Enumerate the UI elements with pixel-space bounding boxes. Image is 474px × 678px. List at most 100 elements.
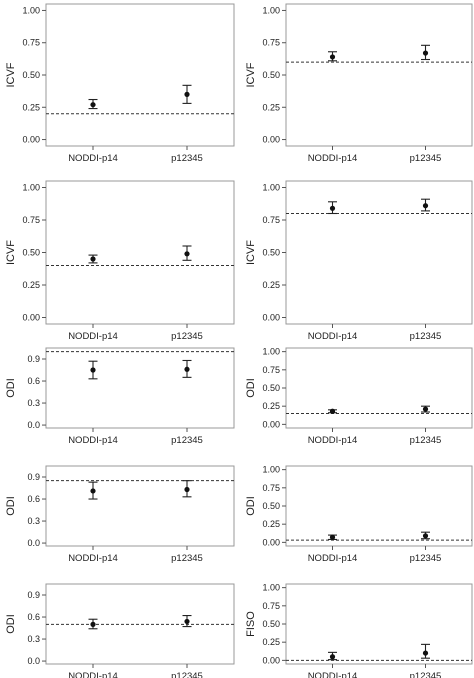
x-tick-label: p12345 [410,553,442,564]
plot-frame [45,347,235,429]
x-tick-label: NODDI-p14 [68,671,118,678]
y-tick-label: 0.75 [22,38,40,48]
mean-point [90,621,96,627]
x-tick-label: NODDI-p14 [308,553,358,564]
y-tick-label: 0.50 [262,248,280,258]
plot-frame [45,180,235,325]
chart-panel: 0.00 0.25 0.50 0.75 1.00 ODI NODDI-p14 p12345 [245,347,473,446]
chart-panel: 0.00 0.25 0.50 0.75 1.00 FISO NODDI-p14 p12345 [245,583,473,678]
y-tick-label: 1.00 [262,465,280,475]
x-tick-label: NODDI-p14 [308,331,358,342]
y-tick-label: 0.25 [22,102,40,112]
x-tick-label: p12345 [171,671,203,678]
x-tick-label: NODDI-p14 [308,671,358,678]
y-axis-label: ICVF [5,62,17,87]
mean-point [90,102,96,108]
mean-point [422,650,429,656]
plot-frame [285,583,473,665]
y-axis-label: FISO [245,611,257,637]
x-tick-label: NODDI-p14 [308,153,358,164]
y-tick-label: 0.25 [262,401,280,411]
y-tick-label: 0.9 [27,590,40,600]
y-tick-label: 1.00 [22,183,40,193]
x-tick-label: NODDI-p14 [68,435,118,446]
y-tick-label: 1.00 [262,5,280,15]
plot-frame [45,583,235,665]
mean-point [329,654,336,660]
x-tick-label: NODDI-p14 [68,153,118,164]
mean-point [90,256,96,262]
y-tick-label: 1.00 [262,183,280,193]
x-tick-label: NODDI-p14 [68,553,118,564]
chart-panel: 0.00 0.25 0.50 0.75 1.00 ICVF NODDI-p14 p12345 [5,3,235,164]
y-tick-label: 0.00 [22,135,40,145]
mean-point [329,54,336,60]
y-tick-label: 1.00 [262,583,280,593]
y-tick-label: 0.25 [262,519,280,529]
y-tick-label: 0.3 [27,516,40,526]
plot-frame [285,465,473,547]
mean-point [422,50,429,56]
y-tick-label: 0.75 [262,215,280,225]
chart-panel: 0.0 0.3 0.6 0.9 ODI NODDI-p14 p12345 [5,465,235,564]
x-tick-label: p12345 [410,331,442,342]
mean-point [184,618,190,625]
mean-point [329,408,336,414]
y-tick-label: 1.00 [262,347,280,357]
mean-point [90,367,96,373]
x-tick-label: p12345 [171,553,203,564]
y-tick-label: 0.50 [262,501,280,511]
mean-point [422,203,429,209]
y-axis-label: ODI [5,614,17,634]
y-tick-label: 0.25 [262,102,280,112]
chart-panel: 0.00 0.25 0.50 0.75 1.00 ICVF NODDI-p14 p12345 [245,3,473,164]
y-tick-label: 0.75 [262,483,280,493]
y-tick-label: 0.0 [27,420,40,430]
y-tick-label: 0.75 [262,601,280,611]
chart-panel: 0.0 0.3 0.6 0.9 ODI NODDI-p14 p12345 [5,347,235,446]
y-tick-label: 0.0 [27,538,40,548]
y-tick-label: 0.50 [262,70,280,80]
y-axis-label: ODI [5,496,17,516]
y-tick-label: 0.50 [22,70,40,80]
y-tick-label: 0.6 [27,494,40,504]
y-tick-label: 0.75 [22,215,40,225]
mean-point [329,534,336,540]
mean-point [184,251,190,257]
mean-point [422,406,429,412]
mean-point [184,366,190,372]
y-tick-label: 0.50 [262,619,280,629]
y-axis-label: ICVF [245,240,257,265]
mean-point [184,486,190,493]
y-tick-label: 0.50 [22,248,40,258]
x-tick-label: NODDI-p14 [68,331,118,342]
plot-frame [285,180,473,325]
y-tick-label: 0.3 [27,634,40,644]
y-tick-label: 0.25 [22,280,40,290]
y-tick-label: 0.25 [262,280,280,290]
y-tick-label: 1.00 [22,5,40,15]
x-tick-label: p12345 [410,435,442,446]
y-tick-label: 0.9 [27,472,40,482]
plot-frame [45,465,235,547]
x-tick-label: p12345 [410,153,442,164]
chart-panel: 0.00 0.25 0.50 0.75 1.00 ICVF NODDI-p14 p12345 [5,180,235,342]
y-tick-label: 0.00 [262,313,280,323]
x-tick-label: p12345 [171,435,203,446]
mean-point [90,488,96,494]
y-tick-label: 0.00 [22,313,40,323]
y-tick-label: 0.9 [27,354,40,364]
y-axis-label: ODI [245,378,257,398]
y-tick-label: 0.00 [262,419,280,429]
y-tick-label: 0.00 [262,537,280,547]
mean-point [422,533,429,539]
plot-frame [45,3,235,147]
y-axis-label: ODI [245,496,257,516]
x-tick-label: p12345 [171,153,203,164]
y-tick-label: 0.00 [262,135,280,145]
x-tick-label: p12345 [171,331,203,342]
plot-frame [285,3,473,147]
chart-panel: 0.00 0.25 0.50 0.75 1.00 ODI NODDI-p14 p12345 [245,465,473,564]
mean-point [329,205,336,211]
